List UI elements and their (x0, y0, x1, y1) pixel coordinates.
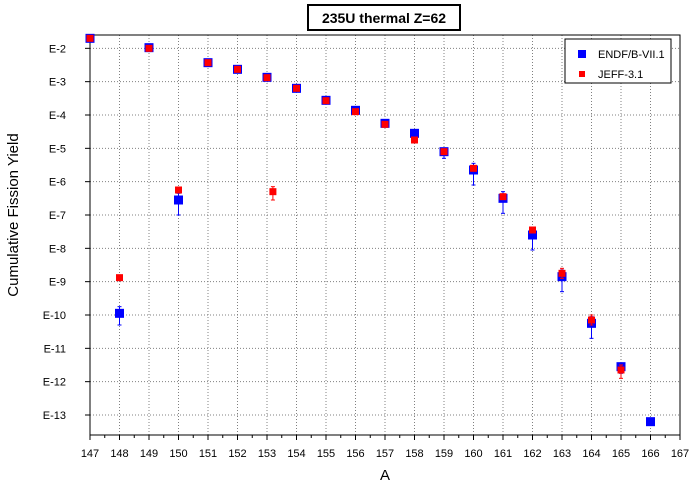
y-tick-label: E-7 (49, 210, 66, 222)
legend-swatch-endf (578, 50, 586, 58)
y-tick-label: E-13 (43, 410, 66, 422)
data-point (352, 108, 359, 116)
data-point (440, 148, 448, 156)
data-point (234, 65, 241, 73)
x-tick-label: 157 (376, 448, 394, 460)
x-tick-label: 147 (81, 448, 99, 460)
data-point (588, 316, 595, 324)
y-tick-label: E-6 (49, 177, 66, 189)
data-point (558, 269, 566, 277)
legend-swatch-jeff (579, 71, 585, 77)
x-tick-label: 160 (464, 448, 482, 460)
data-point (617, 366, 625, 374)
x-tick-label: 161 (494, 448, 512, 460)
x-tick-label: 155 (317, 448, 335, 460)
x-axis: 147 148 149 150 151 152 153 154 155 156 157 158 159 1… (81, 435, 689, 460)
data-point (410, 128, 419, 138)
y-tick-label: E-3 (49, 77, 66, 89)
series (85, 33, 655, 427)
legend: ENDF/B-VII.1 JEFF-3.1 (564, 38, 672, 84)
y-tick-label: E-2 (49, 43, 66, 55)
x-axis-title: A (380, 467, 390, 484)
x-tick-label: 166 (641, 448, 659, 460)
data-point (499, 193, 507, 201)
x-tick-label: 162 (523, 448, 541, 460)
grid (90, 35, 680, 435)
x-tick-label: 159 (435, 448, 453, 460)
chart-title-box: 235U thermal Z=62 (307, 4, 461, 31)
x-tick-label: 153 (258, 448, 276, 460)
x-tick-label: 158 (405, 448, 423, 460)
data-point (293, 84, 300, 92)
data-point (115, 308, 124, 318)
data-point (174, 195, 183, 205)
x-tick-label: 164 (582, 448, 600, 460)
data-point (263, 74, 271, 82)
chart-title-frame (307, 4, 461, 31)
x-tick-label: 151 (199, 448, 217, 460)
data-point (646, 417, 655, 427)
x-tick-label: 156 (346, 448, 364, 460)
y-tick-label: E-4 (49, 110, 66, 122)
data-point (381, 120, 389, 128)
data-point (145, 44, 153, 52)
legend-label-endf: ENDF/B-VII.1 (598, 49, 665, 61)
y-axis: E-2 E-3 E-4 E-5 E-6 E-7 E-8 E-9 E-10 E-11 E-12 E-13 (43, 43, 90, 422)
data-point (204, 59, 212, 67)
data-point (116, 274, 123, 282)
y-tick-label: E-8 (49, 243, 66, 255)
chart-title: 235U thermal Z=62 (322, 10, 446, 26)
data-point (175, 186, 182, 194)
y-tick-label: E-5 (49, 143, 66, 155)
data-point (269, 188, 277, 196)
y-tick-label: E-12 (43, 377, 66, 389)
x-tick-label: 148 (110, 448, 128, 460)
data-point (411, 136, 418, 144)
y-tick-label: E-11 (44, 343, 66, 355)
y-tick-label: E-9 (49, 277, 66, 289)
data-point (322, 97, 330, 105)
x-tick-label: 165 (612, 448, 630, 460)
legend-label-jeff: JEFF-3.1 (598, 69, 643, 81)
series-jeff (86, 34, 625, 379)
data-point (528, 230, 537, 240)
x-tick-label: 154 (287, 448, 305, 460)
x-tick-label: 163 (553, 448, 571, 460)
data-point (86, 34, 94, 42)
data-point (470, 164, 477, 172)
y-tick-label: E-10 (43, 310, 66, 322)
x-tick-label: 167 (671, 448, 689, 460)
x-tick-label: 152 (228, 448, 246, 460)
data-point (529, 226, 536, 234)
x-tick-label: 149 (140, 448, 158, 460)
y-axis-title: Cumulative Fission Yield (5, 133, 22, 296)
x-tick-label: 150 (169, 448, 187, 460)
